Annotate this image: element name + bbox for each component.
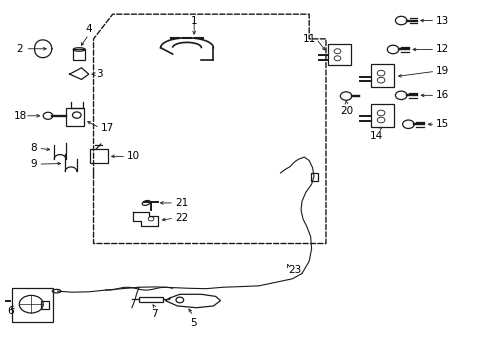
- Text: 18: 18: [14, 111, 27, 121]
- Text: 21: 21: [175, 198, 188, 208]
- Text: 20: 20: [339, 106, 352, 116]
- Bar: [73, 49, 85, 60]
- Bar: [371, 104, 394, 127]
- Text: 16: 16: [435, 90, 448, 100]
- Text: 9: 9: [30, 159, 37, 169]
- Text: 7: 7: [151, 309, 158, 319]
- Text: 23: 23: [288, 265, 301, 275]
- Text: 8: 8: [30, 143, 37, 153]
- Text: 5: 5: [189, 318, 196, 328]
- Bar: [371, 64, 394, 87]
- Text: 14: 14: [369, 131, 382, 141]
- Text: 17: 17: [101, 123, 114, 133]
- Bar: [310, 173, 318, 181]
- Text: 22: 22: [175, 213, 188, 223]
- Bar: [66, 108, 84, 126]
- Bar: [139, 297, 163, 302]
- Text: 13: 13: [435, 15, 448, 26]
- Text: 15: 15: [435, 119, 448, 129]
- Text: 3: 3: [96, 69, 102, 79]
- Text: 12: 12: [435, 45, 448, 54]
- Text: 11: 11: [303, 34, 316, 44]
- Text: 2: 2: [16, 44, 46, 54]
- Text: 6: 6: [7, 306, 14, 315]
- Bar: [12, 288, 53, 322]
- Text: 4: 4: [85, 24, 92, 33]
- Text: 19: 19: [435, 66, 448, 76]
- Bar: [41, 301, 49, 310]
- Text: 10: 10: [127, 151, 140, 161]
- Text: 1: 1: [190, 16, 197, 26]
- Bar: [328, 44, 351, 66]
- Bar: [89, 149, 108, 163]
